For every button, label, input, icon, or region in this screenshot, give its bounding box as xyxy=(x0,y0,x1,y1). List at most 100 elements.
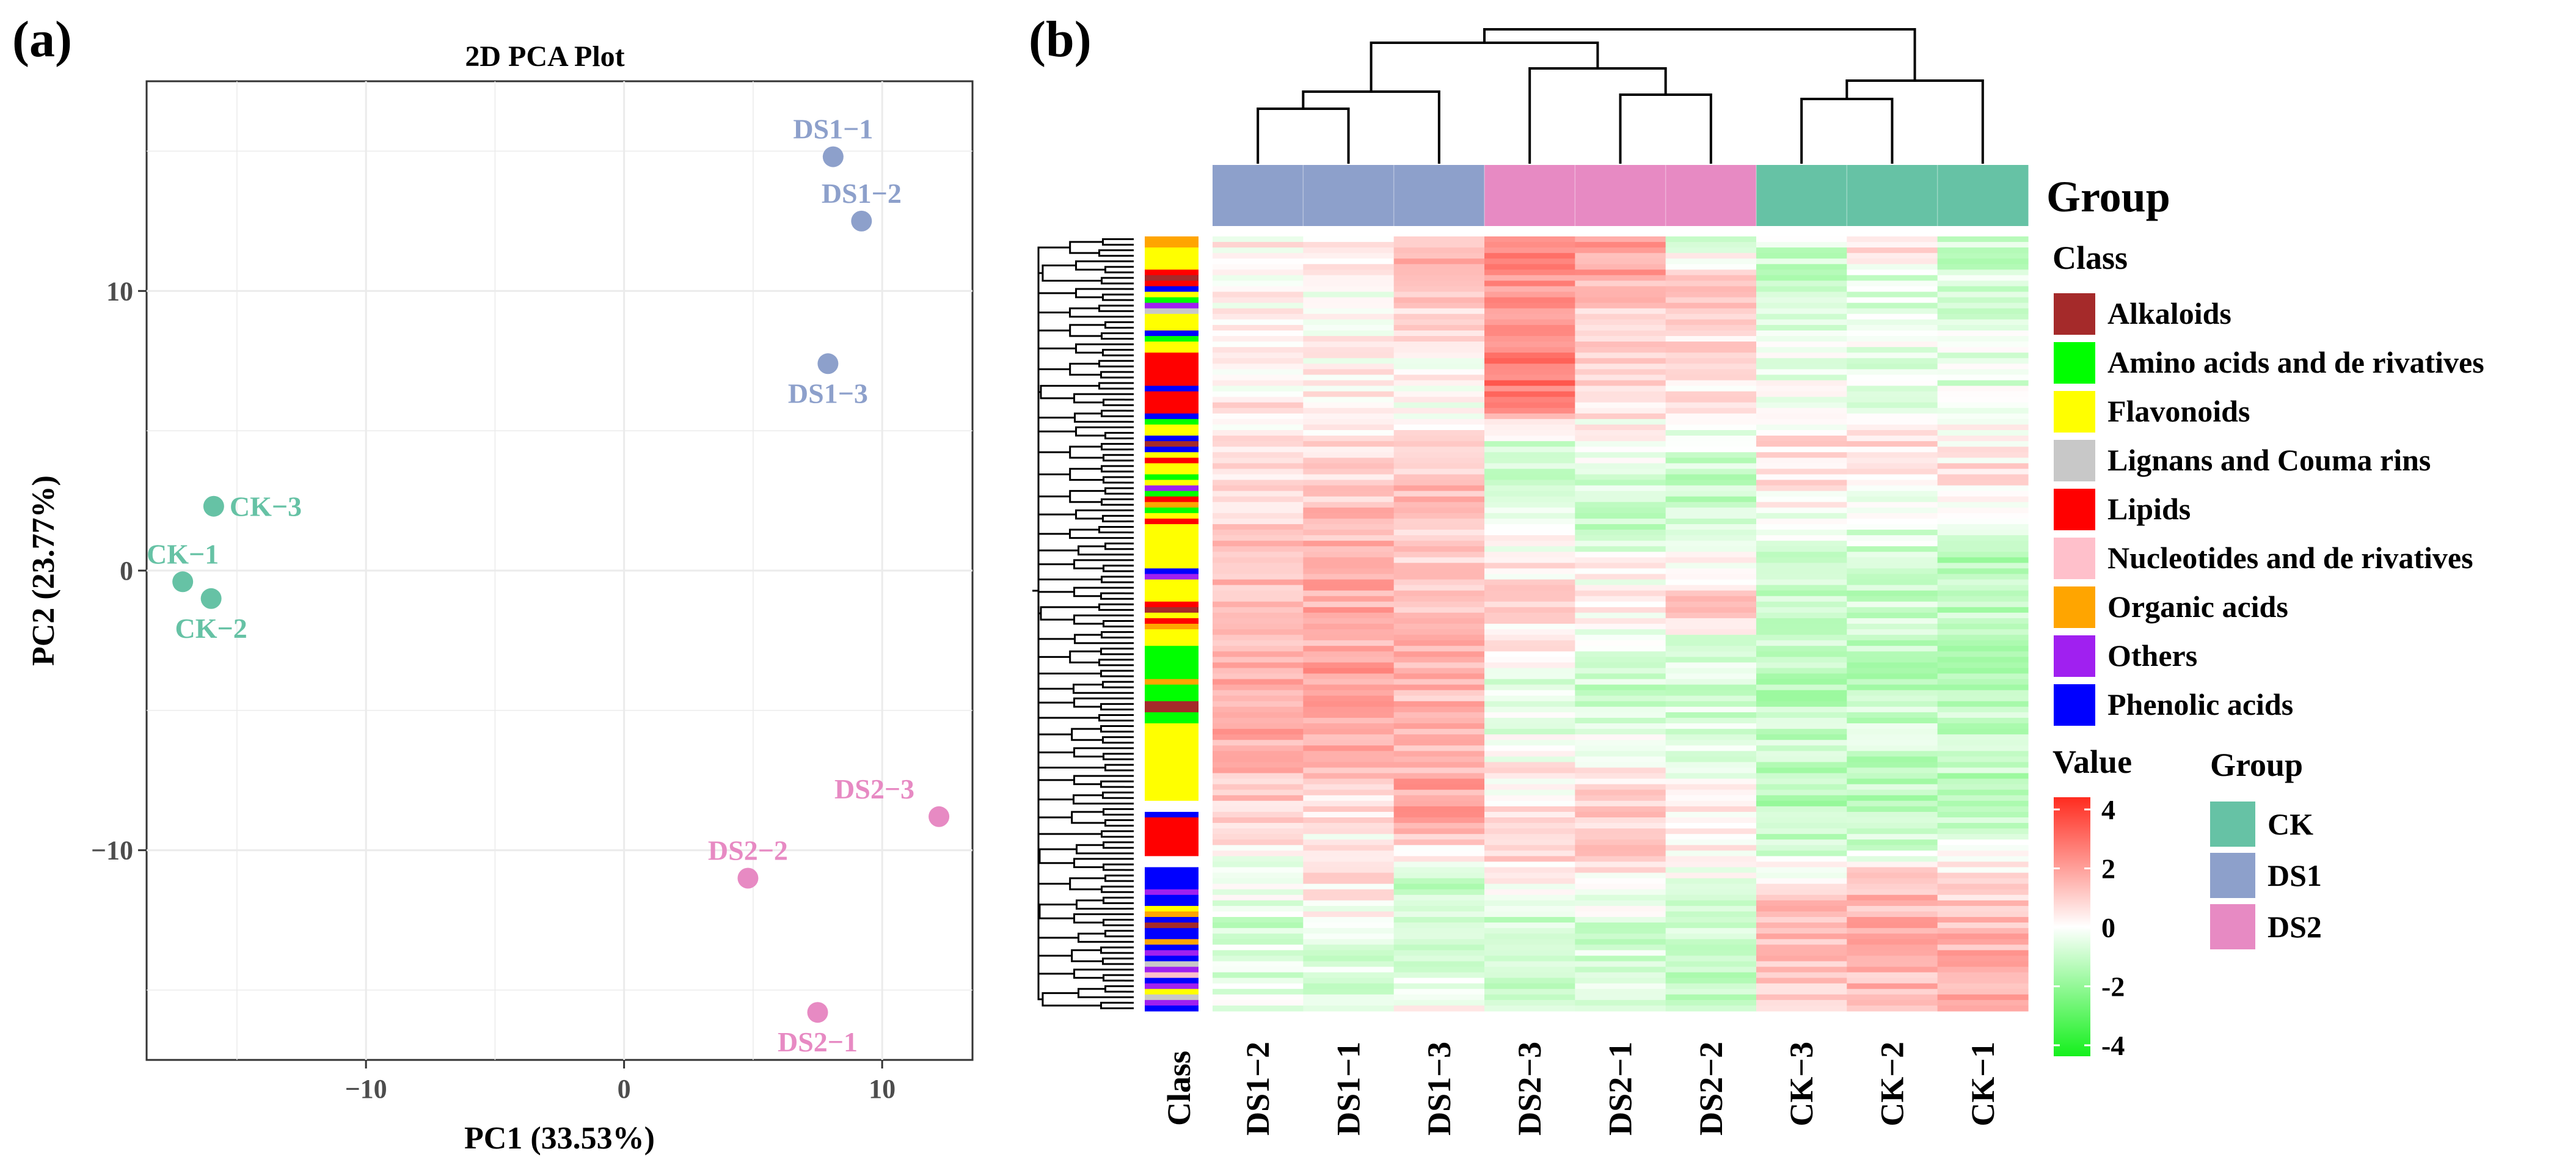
heatmap-cell xyxy=(1756,850,1847,856)
heatmap-cell xyxy=(1213,861,1304,868)
heatmap-cell xyxy=(1937,861,2029,868)
heatmap-cell xyxy=(1665,988,1757,995)
heatmap-cell xyxy=(1756,385,1847,392)
heatmap-cell xyxy=(1303,568,1395,575)
heatmap-cell xyxy=(1575,911,1666,918)
heatmap-cell xyxy=(1213,607,1304,613)
heatmap-cell xyxy=(1393,579,1485,586)
heatmap-cell xyxy=(1303,358,1395,364)
heatmap-cell xyxy=(1847,950,1938,957)
heatmap-cell xyxy=(1847,917,1938,923)
class-cell xyxy=(1145,878,1199,885)
heatmap-cell xyxy=(1847,369,1938,376)
heatmap-cell xyxy=(1756,905,1847,912)
heatmap-cell xyxy=(1213,347,1304,353)
heatmap-cell xyxy=(1937,823,2029,829)
heatmap-cell xyxy=(1665,436,1757,442)
heatmap-cell xyxy=(1484,723,1575,729)
heatmap-cell xyxy=(1847,618,1938,624)
heatmap-cell xyxy=(1213,679,1304,685)
heatmap-cell xyxy=(1575,629,1666,635)
dendrogram-branch xyxy=(1037,339,1070,370)
heatmap-cell xyxy=(1847,684,1938,691)
class-cell xyxy=(1145,418,1199,425)
class-cell xyxy=(1145,291,1199,298)
heatmap-cell xyxy=(1756,651,1847,657)
heatmap-cell xyxy=(1847,430,1938,436)
heatmap-cell xyxy=(1484,485,1575,492)
class-cell xyxy=(1145,668,1199,674)
heatmap-cell xyxy=(1847,596,1938,602)
heatmap-cell xyxy=(1937,447,2029,453)
heatmap-cell xyxy=(1393,242,1485,248)
dendrogram-branch xyxy=(1075,899,1126,910)
dendrogram-branch xyxy=(1302,90,1440,164)
heatmap-cell xyxy=(1575,430,1666,436)
heatmap-cell xyxy=(1213,629,1304,635)
heatmap-cell xyxy=(1484,684,1575,691)
heatmap-cell xyxy=(1937,784,2029,791)
heatmap-cell xyxy=(1303,236,1395,243)
heatmap-cell xyxy=(1213,646,1304,652)
class-cell xyxy=(1145,391,1199,398)
group-legend-swatch xyxy=(2210,904,2255,949)
heatmap-cell xyxy=(1575,474,1666,481)
heatmap-cell xyxy=(1484,646,1575,652)
heatmap-cell xyxy=(1484,530,1575,536)
group-bar-cell xyxy=(1937,165,2029,226)
heatmap-cell xyxy=(1756,469,1847,475)
dendrogram-branch xyxy=(1101,957,1130,965)
heatmap-cell xyxy=(1756,745,1847,751)
heatmap-cell xyxy=(1213,939,1304,945)
heatmap-cell xyxy=(1484,756,1575,763)
heatmap-cell xyxy=(1665,767,1757,774)
heatmap-cell xyxy=(1847,612,1938,619)
heatmap-cell xyxy=(1756,706,1847,713)
heatmap-cell xyxy=(1756,789,1847,796)
heatmap-cell xyxy=(1393,441,1485,447)
heatmap-cell xyxy=(1484,800,1575,807)
heatmap-cell xyxy=(1847,933,1938,940)
dendrogram-branch xyxy=(1101,238,1130,246)
heatmap-cell xyxy=(1756,363,1847,370)
heatmap-cell xyxy=(1847,939,1938,945)
heatmap-cell xyxy=(1665,811,1757,818)
class-cell xyxy=(1145,385,1199,392)
heatmap-cell xyxy=(1303,778,1395,785)
heatmap-cell xyxy=(1937,474,2029,481)
heatmap-cell xyxy=(1665,413,1757,420)
heatmap-cell xyxy=(1303,253,1395,259)
dendrogram-branch xyxy=(1037,883,1070,913)
heatmap-cell xyxy=(1213,502,1304,508)
heatmap-cell xyxy=(1303,441,1395,447)
heatmap-cell xyxy=(1303,717,1395,724)
heatmap-cell xyxy=(1665,524,1757,530)
point-label-CK-2: CK−2 xyxy=(175,613,247,644)
heatmap-cell xyxy=(1484,712,1575,718)
heatmap-cell xyxy=(1484,324,1575,331)
heatmap-cell xyxy=(1484,358,1575,364)
class-cell xyxy=(1145,447,1199,453)
heatmap-cell xyxy=(1484,291,1575,298)
dendrogram-branch xyxy=(1040,385,1100,400)
heatmap-cell xyxy=(1847,391,1938,398)
heatmap-cell xyxy=(1937,1005,2029,1012)
pca-y-axis-title: PC2 (23.77%) xyxy=(26,475,61,666)
heatmap-cell xyxy=(1303,751,1395,757)
heatmap-cell xyxy=(1213,418,1304,425)
heatmap-cell xyxy=(1213,402,1304,409)
heatmap-cell xyxy=(1937,530,2029,536)
heatmap-cell xyxy=(1575,286,1666,293)
column-label: DS2−3 xyxy=(1511,1042,1548,1136)
heatmap-cell xyxy=(1213,541,1304,547)
dendrogram-branch xyxy=(1042,992,1101,1007)
heatmap-cell xyxy=(1484,845,1575,851)
heatmap-cell xyxy=(1393,999,1485,1006)
heatmap-cell xyxy=(1393,673,1485,680)
heatmap-cell xyxy=(1393,413,1485,420)
heatmap-cell xyxy=(1303,646,1395,652)
heatmap-cell xyxy=(1756,557,1847,563)
value-tick-label: 2 xyxy=(2101,853,2115,885)
heatmap-cell xyxy=(1393,1005,1485,1012)
dendrogram-branch xyxy=(1100,780,1128,788)
